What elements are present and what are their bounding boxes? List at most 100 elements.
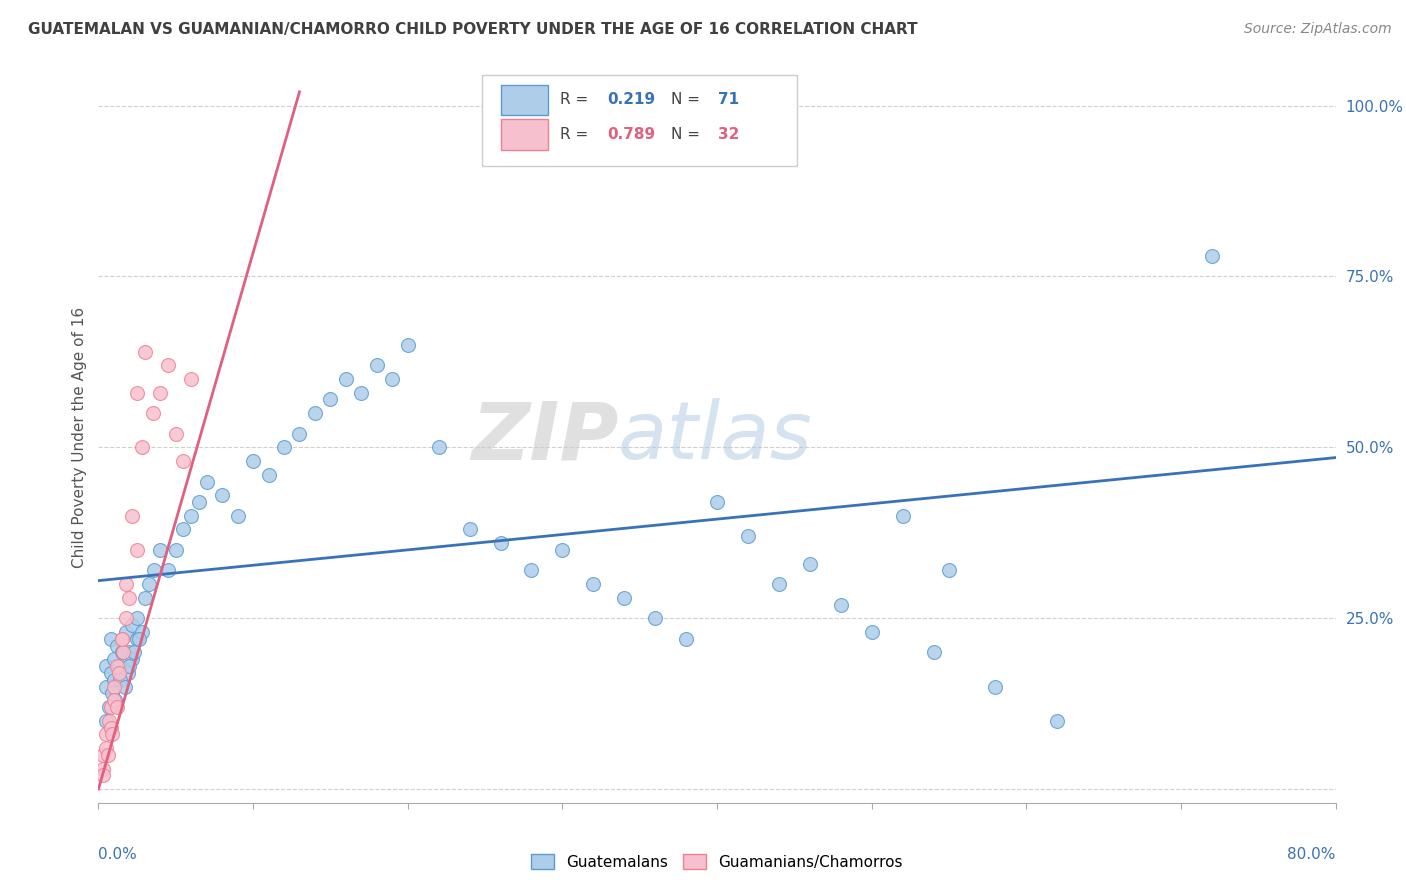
Text: 0.0%: 0.0% [98, 847, 138, 862]
Point [143, 563, 166, 577]
Point [273, 440, 295, 454]
Point [111, 632, 132, 646]
Point [118, 591, 141, 605]
Point [799, 557, 821, 571]
Legend: Guatemalans, Guamanians/Chamorros: Guatemalans, Guamanians/Chamorros [524, 848, 910, 876]
Text: Source: ZipAtlas.com: Source: ZipAtlas.com [1244, 22, 1392, 37]
Point [128, 632, 150, 646]
Point [108, 673, 131, 687]
Text: R =: R = [560, 127, 593, 142]
Point [91, 747, 114, 762]
Point [122, 645, 145, 659]
Point [105, 659, 128, 673]
Point [104, 693, 127, 707]
Point [100, 632, 122, 646]
Point [121, 618, 143, 632]
Point [98, 700, 121, 714]
Point [97, 747, 120, 762]
Point [737, 529, 759, 543]
Point [1201, 249, 1223, 263]
Point [105, 700, 128, 714]
Point [134, 591, 156, 605]
Point [157, 563, 180, 577]
Point [613, 591, 636, 605]
Point [922, 645, 945, 659]
Text: 32: 32 [718, 127, 740, 142]
Point [115, 611, 138, 625]
Point [107, 659, 129, 673]
Text: ZIP: ZIP [471, 398, 619, 476]
Point [242, 454, 264, 468]
Point [96, 659, 118, 673]
Point [107, 665, 129, 680]
Point [172, 522, 194, 536]
FancyBboxPatch shape [482, 75, 797, 167]
Point [520, 563, 543, 577]
Point [141, 406, 165, 420]
Point [103, 680, 125, 694]
Point [551, 542, 574, 557]
Point [114, 680, 136, 694]
Y-axis label: Child Poverty Under the Age of 16: Child Poverty Under the Age of 16 [72, 307, 87, 567]
Text: 80.0%: 80.0% [1288, 847, 1336, 862]
Point [121, 508, 143, 523]
Point [117, 665, 139, 680]
Point [381, 372, 404, 386]
Point [91, 768, 114, 782]
Point [350, 385, 373, 400]
Point [127, 632, 149, 646]
Text: N =: N = [671, 127, 706, 142]
Point [105, 639, 128, 653]
Point [100, 665, 122, 680]
Point [458, 522, 481, 536]
Point [891, 508, 914, 523]
Point [100, 700, 122, 714]
Point [103, 652, 125, 666]
Point [96, 714, 118, 728]
Point [366, 359, 388, 373]
Point [112, 645, 135, 659]
Point [115, 577, 138, 591]
Point [304, 406, 326, 420]
Point [644, 611, 666, 625]
Point [165, 542, 187, 557]
FancyBboxPatch shape [501, 85, 547, 115]
Point [335, 372, 357, 386]
Point [172, 454, 194, 468]
Point [96, 741, 118, 756]
Text: 0.789: 0.789 [607, 127, 655, 142]
Text: atlas: atlas [619, 398, 813, 476]
Point [101, 686, 124, 700]
Point [127, 385, 149, 400]
Point [96, 680, 118, 694]
Point [768, 577, 790, 591]
Text: 0.219: 0.219 [607, 93, 655, 107]
Point [149, 385, 172, 400]
Point [211, 488, 233, 502]
Point [706, 495, 728, 509]
Point [131, 440, 153, 454]
Point [100, 721, 122, 735]
Point [319, 392, 342, 407]
Point [111, 632, 132, 646]
Point [149, 542, 172, 557]
Text: GUATEMALAN VS GUAMANIAN/CHAMORRO CHILD POVERTY UNDER THE AGE OF 16 CORRELATION C: GUATEMALAN VS GUAMANIAN/CHAMORRO CHILD P… [28, 22, 918, 37]
FancyBboxPatch shape [501, 119, 547, 150]
Point [115, 624, 138, 639]
Point [127, 542, 149, 557]
Point [98, 714, 121, 728]
Point [195, 475, 218, 489]
Point [427, 440, 450, 454]
Point [101, 727, 124, 741]
Point [1046, 714, 1069, 728]
Point [91, 762, 114, 776]
Point [938, 563, 960, 577]
Point [226, 508, 249, 523]
Point [131, 624, 153, 639]
Text: R =: R = [560, 93, 593, 107]
Point [984, 680, 1007, 694]
Point [180, 508, 202, 523]
Point [489, 536, 512, 550]
Point [118, 645, 141, 659]
Text: N =: N = [671, 93, 706, 107]
